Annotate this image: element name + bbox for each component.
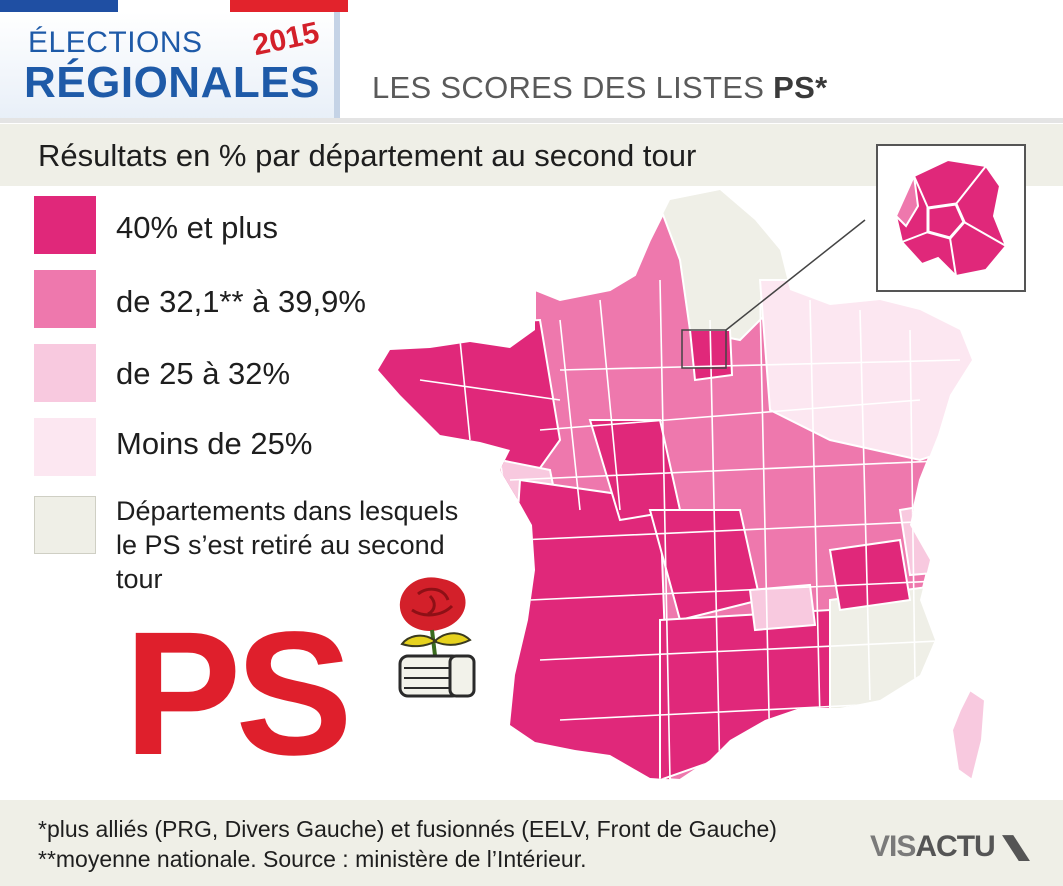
legend-label-under-25: Moins de 25% <box>116 426 313 461</box>
election-title-box: ÉLECTIONS RÉGIONALES 2015 <box>0 12 340 120</box>
ps-party-logo-text: PS <box>124 596 353 792</box>
flag-red-stripe <box>230 0 348 12</box>
brand-part1: VIS <box>870 830 916 863</box>
title-line2: RÉGIONALES <box>24 58 320 107</box>
footer-band <box>0 800 1063 886</box>
legend-swatch-32-40 <box>34 270 96 328</box>
subtitle-bold: PS* <box>773 70 828 105</box>
year-label: 2015 <box>250 16 323 63</box>
legend-label-32-40: de 32,1** à 39,9% <box>116 284 366 319</box>
visactu-mark-icon <box>1002 835 1031 862</box>
legend-swatch-withdrawn <box>34 496 96 554</box>
legend-swatch-25-32 <box>34 344 96 402</box>
legend-label-40-plus: 40% et plus <box>116 210 278 245</box>
legend-label-25-32: de 25 à 32% <box>116 356 291 391</box>
legend-swatch-40-plus <box>34 196 96 254</box>
map-corsica <box>950 688 987 782</box>
subtitle-main: LES SCORES DES LISTES <box>372 70 774 105</box>
rose-fist-icon <box>378 574 488 709</box>
legend-label-withdrawn: Départements dans lesquels le PS s’est r… <box>116 496 459 594</box>
flag-blue-stripe <box>0 0 118 12</box>
france-department-map <box>360 180 1010 795</box>
section-title: Résultats en % par département au second… <box>38 138 697 173</box>
header: ÉLECTIONS RÉGIONALES 2015 LES SCORES DES… <box>0 0 1063 123</box>
brand-part2: ACTU <box>915 830 995 863</box>
visactu-logo: VISACTU <box>870 830 1031 864</box>
legend-swatch-under-25 <box>34 418 96 476</box>
map-paris-box <box>681 329 727 369</box>
flag-white-stripe <box>118 0 230 12</box>
title-line1: ÉLECTIONS <box>28 26 203 59</box>
page-subtitle: LES SCORES DES LISTES PS* <box>372 70 827 106</box>
header-divider <box>0 118 1063 123</box>
footnote: *plus alliés (PRG, Divers Gauche) et fus… <box>38 816 777 872</box>
paris-inset <box>876 144 1026 292</box>
map-callout-line <box>725 219 866 331</box>
